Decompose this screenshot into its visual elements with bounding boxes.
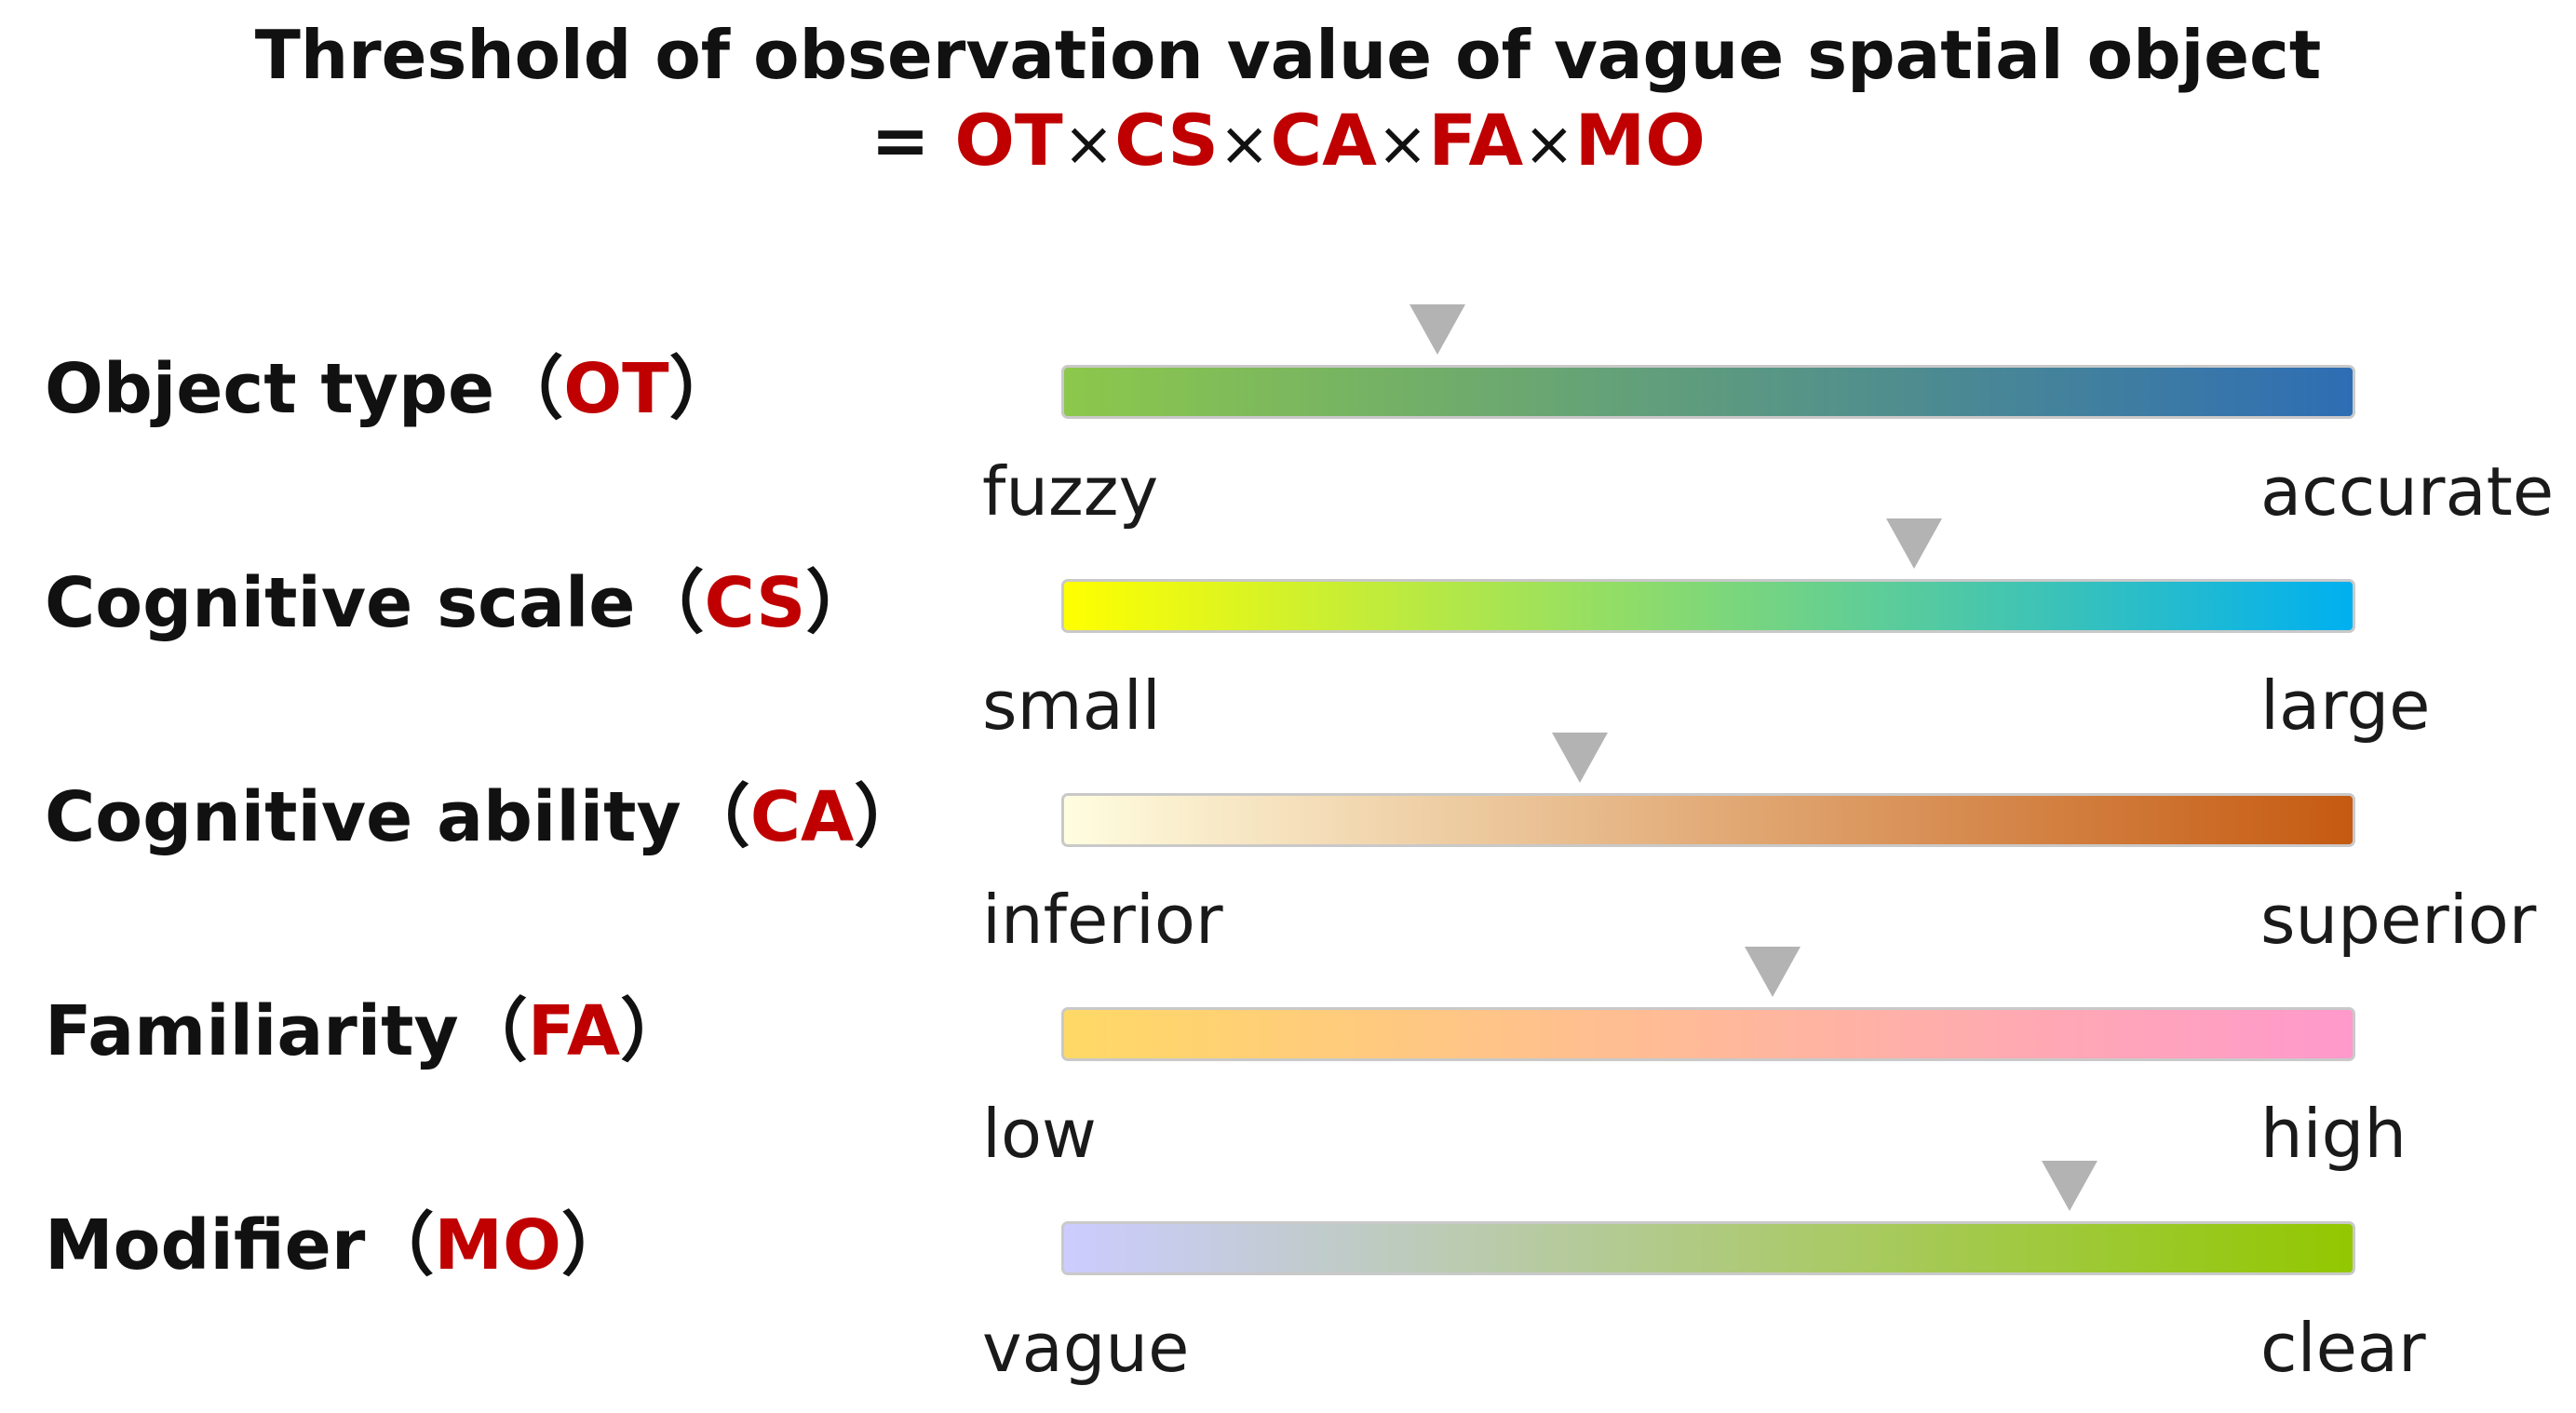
- factor-label: Familiarity（FA）: [45, 991, 690, 1071]
- factor-row-cognitive-ability: Cognitive ability（CA） inferior superior: [0, 733, 2576, 985]
- factor-abbr: FA: [527, 991, 621, 1071]
- marker-triangle-icon: [1551, 733, 1608, 783]
- factor-label: Modifier（MO）: [45, 1205, 630, 1285]
- factor-name: Modifier: [45, 1205, 366, 1285]
- formula-prefix: =: [870, 99, 955, 182]
- factor-name: Cognitive scale: [45, 563, 636, 643]
- scale-low-label: fuzzy: [982, 452, 1159, 531]
- scale-high-label: high: [2260, 1095, 2407, 1173]
- gradient-scale-bar: [1061, 733, 2355, 847]
- marker-triangle-icon: [1409, 304, 1466, 355]
- scale-high-label: clear: [2260, 1309, 2426, 1387]
- factor-name: Object type: [45, 349, 495, 429]
- factor-row-cognitive-scale: Cognitive scale（CS） small large: [0, 518, 2576, 771]
- gradient-scale-bar: [1061, 518, 2355, 633]
- factor-name: Familiarity: [45, 991, 459, 1071]
- factor-label: Object type（OT）: [45, 349, 738, 429]
- factor-row-familiarity: Familiarity（FA） low high: [0, 947, 2576, 1199]
- gradient-scale-bar: [1061, 947, 2355, 1061]
- factor-abbr: OT: [563, 349, 669, 429]
- gradient-scale-bar: [1061, 1161, 2355, 1275]
- formula: = OT×CS×CA×FA×MO: [0, 99, 2576, 186]
- scale-low-label: vague: [982, 1309, 1190, 1387]
- scale-low-label: low: [982, 1095, 1097, 1173]
- factor-abbr: CS: [704, 563, 806, 643]
- times-operator: ×: [1523, 108, 1575, 180]
- times-operator: ×: [1062, 108, 1115, 180]
- scale-low-label: inferior: [982, 881, 1223, 959]
- diagram-title: Threshold of observation value of vague …: [254, 16, 2322, 94]
- factor-row-object-type: Object type（OT） fuzzy accurate: [0, 304, 2576, 557]
- gradient-scale-bar: [1061, 304, 2355, 419]
- formula-factor-mo: MO: [1574, 99, 1706, 182]
- marker-triangle-icon: [2041, 1161, 2097, 1211]
- formula-factor-ot: OT: [954, 99, 1063, 182]
- factor-abbr: MO: [434, 1205, 561, 1285]
- factor-row-modifier: Modifier（MO） vague clear: [0, 1161, 2576, 1413]
- scale-low-label: small: [982, 666, 1161, 745]
- scale-high-label: accurate: [2260, 452, 2555, 531]
- formula-factor-ca: CA: [1270, 99, 1377, 182]
- factor-label: Cognitive scale（CS）: [45, 563, 875, 643]
- factor-label: Cognitive ability（CA）: [45, 777, 924, 857]
- times-operator: ×: [1376, 108, 1429, 180]
- factor-abbr: CA: [749, 777, 855, 857]
- times-operator: ×: [1219, 108, 1271, 180]
- marker-triangle-icon: [1745, 947, 1801, 997]
- marker-triangle-icon: [1886, 518, 1943, 569]
- scale-high-label: large: [2260, 666, 2431, 745]
- factor-name: Cognitive ability: [45, 777, 681, 857]
- formula-factor-fa: FA: [1428, 99, 1524, 182]
- scale-high-label: superior: [2260, 881, 2537, 959]
- formula-factor-cs: CS: [1114, 99, 1220, 182]
